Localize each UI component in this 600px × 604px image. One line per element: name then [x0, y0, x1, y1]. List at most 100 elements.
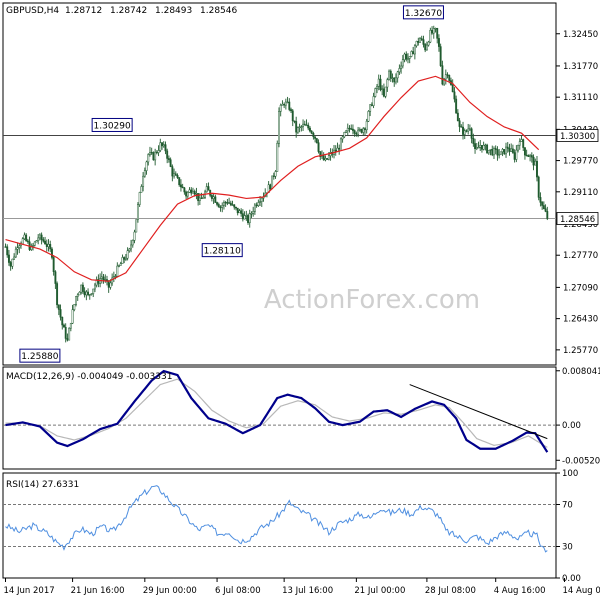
candle-body: [481, 145, 482, 149]
candle-body: [113, 277, 114, 278]
candle-body: [80, 285, 81, 292]
candle-body: [12, 259, 13, 266]
candle-body: [290, 110, 291, 111]
candle-body: [292, 111, 293, 121]
candle-body: [228, 203, 229, 204]
price-level-label: 1.28546: [560, 215, 595, 225]
candle-body: [278, 111, 279, 143]
chart-symbol: GBPUSD,H4: [6, 6, 59, 16]
candle-body: [371, 105, 372, 106]
candle-body: [545, 209, 546, 212]
candle-body: [521, 140, 522, 142]
candle-body: [77, 295, 78, 297]
candle-body: [56, 284, 57, 305]
candle-body: [313, 133, 314, 137]
candle-body: [411, 51, 412, 56]
candle-body: [512, 149, 513, 153]
candle-body: [418, 41, 419, 42]
candle-body: [247, 215, 248, 222]
candle-body: [192, 191, 193, 193]
candle-body: [357, 130, 358, 134]
candle-body: [437, 28, 438, 38]
candle-body: [142, 176, 143, 186]
candle-body: [230, 203, 231, 205]
candle-body: [526, 155, 527, 156]
candle-body: [285, 102, 286, 105]
candle-body: [505, 147, 506, 154]
candle-body: [325, 158, 326, 160]
candle-body: [445, 75, 446, 79]
candle-body: [141, 186, 142, 192]
candle-body: [402, 60, 403, 66]
candle-body: [299, 127, 300, 128]
price-y-tick-label: 1.27090: [563, 283, 598, 293]
candle-body: [41, 235, 42, 240]
candle-body: [25, 235, 26, 241]
price-callout-label: 1.32670: [405, 9, 442, 19]
candle-body: [15, 249, 16, 257]
candle-body: [449, 75, 450, 80]
candle-body: [344, 132, 345, 137]
rsi-panel-frame: [3, 473, 556, 578]
candle-body: [375, 89, 376, 97]
x-tick-label: 21 Jun 16:00: [71, 586, 125, 596]
candle-body: [7, 247, 8, 255]
price-callout-label: 1.25880: [21, 352, 58, 362]
candle-body: [101, 277, 102, 279]
candle-body: [308, 125, 309, 128]
candle-body: [435, 28, 436, 29]
price-y-tick-label: 1.31110: [563, 93, 598, 103]
candle-body: [493, 148, 494, 154]
candle-body: [383, 89, 384, 96]
candle-body: [536, 161, 537, 177]
candle-body: [509, 148, 510, 151]
candle-body: [483, 145, 484, 149]
candle-body: [421, 39, 422, 40]
candle-body: [160, 143, 161, 151]
candle-body: [182, 187, 183, 188]
candle-body: [394, 78, 395, 82]
candle-body: [50, 244, 51, 249]
candle-body: [287, 102, 288, 103]
candle-body: [139, 192, 140, 204]
candle-body: [507, 147, 508, 148]
macd-y-tick-label: -0.005208: [562, 456, 600, 466]
candle-body: [256, 205, 257, 206]
candle-body: [306, 125, 307, 126]
candle-body: [464, 131, 465, 135]
candle-body: [184, 188, 185, 192]
candle-body: [252, 211, 253, 213]
candle-body: [149, 152, 150, 154]
candle-body: [361, 129, 362, 132]
candle-body: [199, 198, 200, 201]
candle-body: [498, 154, 499, 155]
candle-body: [516, 150, 517, 159]
candle-body: [275, 172, 276, 177]
candle-body: [351, 129, 352, 130]
candle-body: [295, 121, 296, 132]
candle-body: [123, 257, 124, 259]
candle-body: [302, 124, 303, 127]
candle-body: [203, 197, 204, 198]
candle-body: [373, 96, 374, 105]
price-y-tick-label: 1.29110: [563, 188, 598, 198]
candle-body: [194, 191, 195, 194]
candle-body: [122, 257, 123, 263]
candle-body: [27, 241, 28, 242]
candle-body: [39, 235, 40, 238]
candle-body: [442, 66, 443, 84]
candle-body: [426, 45, 427, 50]
macd-y-tick-label: 0.008041: [562, 367, 600, 377]
candle-body: [356, 133, 357, 134]
candle-body: [457, 113, 458, 121]
candle-body: [541, 202, 542, 205]
candle-body: [172, 167, 173, 176]
candle-body: [161, 143, 162, 146]
candle-body: [424, 44, 425, 49]
candle-body: [234, 205, 235, 207]
candle-body: [74, 304, 75, 309]
candle-body: [201, 198, 202, 199]
candle-body: [151, 152, 152, 153]
candle-body: [519, 142, 520, 146]
price-y-tick-label: 1.29770: [563, 157, 598, 167]
